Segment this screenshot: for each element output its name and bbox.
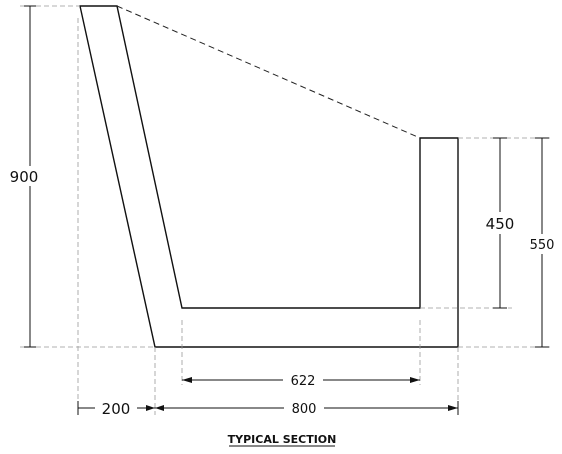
dimension-base-offset: 200	[77, 398, 155, 418]
dimension-right-outer-height: 550	[522, 137, 562, 348]
extension-lines	[20, 5, 550, 415]
dimension-inner-width: 622	[182, 370, 420, 390]
slope-line	[116, 5, 421, 139]
label-left-height: 900	[10, 168, 39, 186]
concrete-section	[79, 5, 459, 348]
label-inner-width: 622	[291, 374, 316, 389]
label-right-inner-height: 450	[486, 215, 515, 233]
dimension-left-height: 900	[4, 5, 44, 348]
dimension-base-width: 800	[146, 398, 459, 418]
label-right-outer-height: 550	[530, 238, 555, 253]
label-base-width: 800	[292, 402, 317, 417]
section-title: TYPICAL SECTION	[228, 433, 337, 446]
dimension-right-inner-height: 450	[480, 137, 520, 309]
label-base-offset: 200	[102, 400, 131, 418]
